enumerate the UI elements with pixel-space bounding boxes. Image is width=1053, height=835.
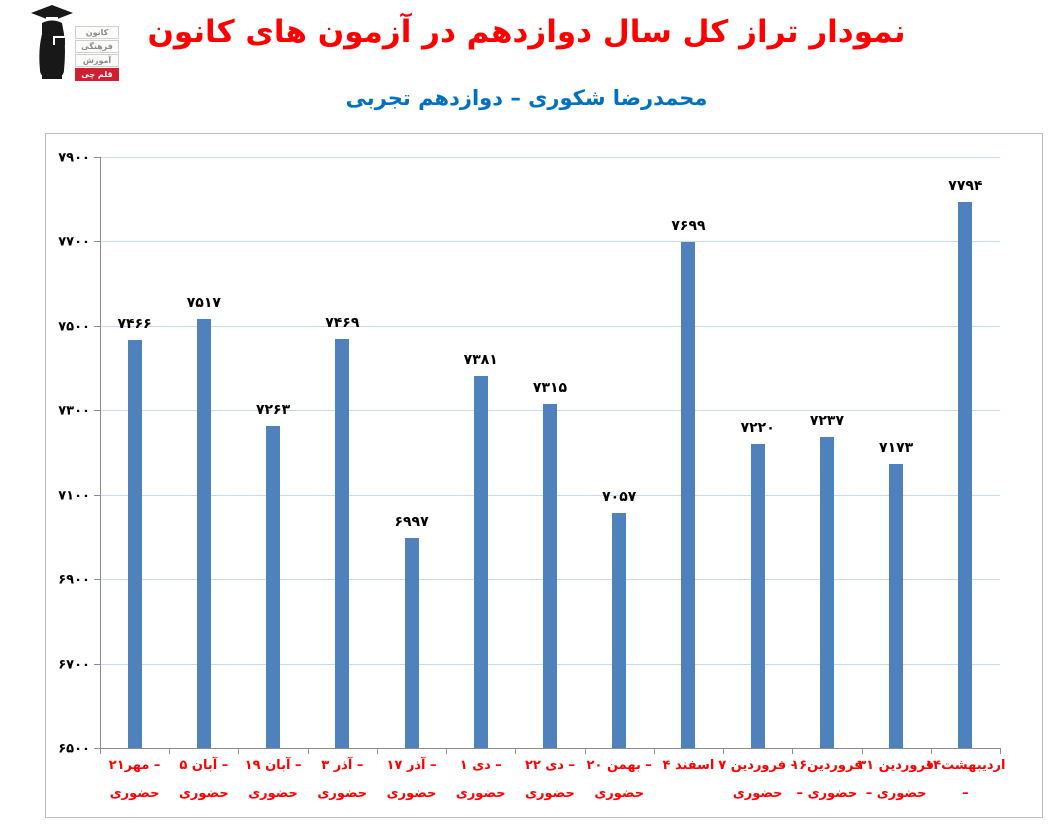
- page-subtitle: محمدرضا شکوری – دوازدهم تجربی: [345, 86, 708, 110]
- logo-text-column: کانون فرهنگی آموزش قلم چی: [75, 26, 119, 81]
- logo-text-farhangi: فرهنگی: [75, 40, 119, 53]
- chart-area: [45, 133, 1043, 818]
- logo-text-kanoon: کانون: [75, 26, 119, 39]
- graduate-figure-icon: [31, 5, 73, 79]
- logo-text-amoozesh: آموزش: [75, 54, 119, 67]
- kanoon-logo: کانون فرهنگی آموزش قلم چی: [28, 4, 120, 82]
- logo-badge-ghalamchi: قلم چی: [75, 68, 119, 81]
- page-title: نمودار تراز کل سال دوازدهم در آزمون های …: [147, 14, 906, 50]
